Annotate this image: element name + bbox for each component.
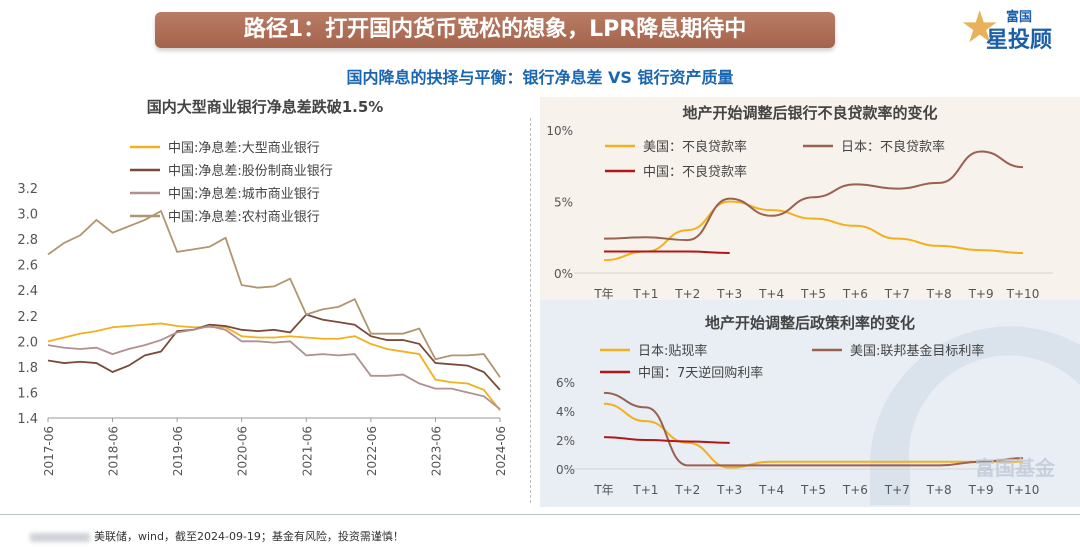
x-tick-label: T+2	[674, 287, 700, 301]
star-icon: ★	[960, 2, 1000, 53]
x-tick-label: T+2	[674, 483, 700, 497]
x-tick-label: 2018-06	[107, 426, 121, 476]
x-tick-label: 2019-06	[171, 426, 185, 476]
panel-divider	[530, 118, 531, 503]
legend-label: 中国：不良贷款率	[643, 164, 747, 180]
y-tick-label: 1.8	[17, 361, 38, 376]
logo: ★ 富国 星投顾	[960, 4, 1070, 54]
watermark-text: 富国基金	[975, 456, 1055, 480]
legend-label: 中国:净息差:农村商业银行	[168, 209, 320, 225]
x-tick-label: T+10	[1006, 483, 1040, 497]
x-tick-label: T+8	[926, 287, 952, 301]
x-tick-label: T年	[593, 483, 613, 497]
y-tick-label: 0%	[556, 463, 575, 477]
logo-text-2: 星投顾	[986, 28, 1053, 53]
y-tick-label: 10%	[546, 124, 573, 138]
x-tick-label: 2022-06	[365, 426, 379, 476]
y-tick-label: 2.2	[17, 310, 38, 325]
y-tick-label: 2.4	[17, 284, 38, 299]
chart-title: 地产开始调整后政策利率的变化	[705, 314, 915, 332]
legend-label: 美国:联邦基金目标利率	[850, 343, 984, 359]
series-line-2	[603, 436, 730, 444]
watermark-logo	[869, 326, 1080, 505]
x-tick-label: T+6	[842, 287, 868, 301]
x-tick-label: T+3	[716, 483, 742, 497]
x-tick-label: 2024-06	[494, 426, 508, 476]
x-tick-label: T+5	[800, 483, 826, 497]
footer-source: 美联储，wind，截至2024-09-19；基金有风险，投资需谨慎！	[30, 528, 404, 544]
footer-divider	[0, 514, 1080, 515]
x-tick-label: 2021-06	[300, 426, 314, 476]
legend-label: 美国：不良贷款率	[643, 139, 747, 155]
y-tick-label: 1.6	[17, 386, 38, 401]
y-tick-label: 3.2	[17, 182, 38, 197]
slide-subtitle: 国内降息的抉择与平衡：银行净息差 VS 银行资产质量	[346, 68, 734, 87]
x-tick-label: 2020-06	[236, 426, 250, 476]
x-tick-label: T+6	[842, 483, 868, 497]
npl-chart-panel	[540, 97, 1080, 300]
footer-text: 美联储，wind，截至2024-09-19；基金有风险，投资需谨慎！	[94, 530, 404, 543]
y-tick-label: 2.6	[17, 259, 38, 274]
y-tick-label: 0%	[554, 267, 573, 281]
legend-label: 中国:净息差:大型商业银行	[168, 140, 320, 156]
y-tick-label: 2%	[556, 434, 575, 448]
y-tick-label: 4%	[556, 405, 575, 419]
x-tick-label: T+7	[884, 287, 910, 301]
x-tick-label: T+8	[926, 483, 952, 497]
x-tick-label: T+10	[1006, 287, 1040, 301]
x-tick-label: T+5	[800, 287, 826, 301]
legend-label: 日本：不良贷款率	[841, 139, 945, 155]
series-line-2	[604, 250, 730, 254]
x-tick-label: T+1	[632, 287, 658, 301]
x-tick-label: T+1	[632, 483, 658, 497]
x-tick-label: T+3	[716, 287, 742, 301]
y-tick-label: 1.4	[17, 412, 38, 427]
y-tick-label: 5%	[554, 196, 573, 210]
x-tick-label: T+4	[758, 483, 784, 497]
legend-label: 日本:贴现率	[638, 343, 707, 359]
legend-label: 中国:净息差:城市商业银行	[168, 186, 320, 202]
y-tick-label: 6%	[556, 376, 575, 390]
x-tick-label: T+7	[884, 483, 910, 497]
slide-title-banner: 路径1：打开国内货币宽松的想象，LPR降息期待中	[155, 12, 835, 48]
series-line-0	[47, 322, 501, 411]
blurred-label	[30, 532, 90, 542]
x-tick-label: T+4	[758, 287, 784, 301]
series-line-2	[47, 325, 501, 410]
chart-title: 国内大型商业银行净息差跌破1.5%	[147, 98, 384, 116]
x-tick-label: 2017-06	[42, 426, 56, 476]
y-tick-label: 3.0	[17, 208, 38, 223]
y-tick-label: 2.0	[17, 335, 38, 350]
x-tick-label: T+9	[968, 483, 994, 497]
chart-title: 地产开始调整后银行不良贷款率的变化	[682, 104, 937, 122]
x-tick-label: T+9	[968, 287, 994, 301]
series-line-1	[603, 391, 1024, 467]
y-tick-label: 2.8	[17, 233, 38, 248]
logo-text-1: 富国	[1006, 10, 1033, 25]
legend-label: 中国:净息差:股份制商业银行	[168, 163, 333, 179]
legend-label: 中国：7天逆回购利率	[638, 365, 763, 381]
x-tick-label: T年	[593, 287, 613, 301]
x-tick-label: 2023-06	[429, 426, 443, 476]
